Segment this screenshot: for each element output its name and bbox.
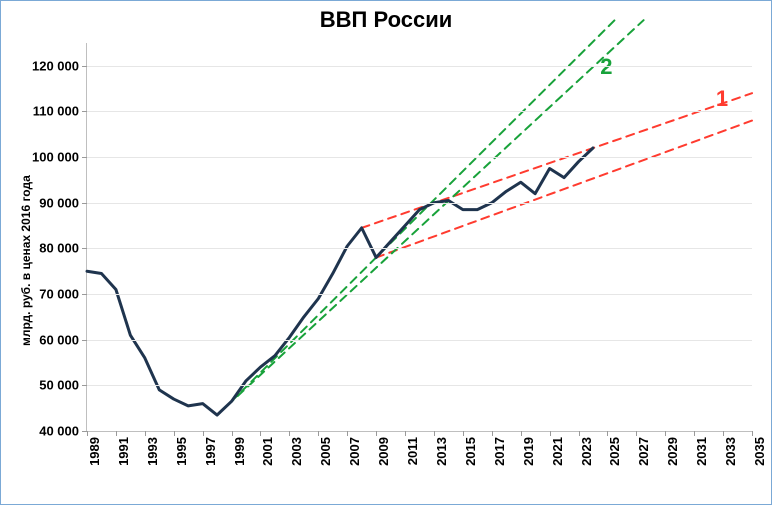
gridline-h: [87, 294, 752, 295]
xtick-label: 2001: [260, 437, 275, 466]
xtick-label: 2023: [579, 437, 594, 466]
ytick-mark: [82, 203, 87, 204]
xtick-mark: [607, 431, 608, 436]
trend-2-lower: [217, 20, 643, 415]
ytick-mark: [82, 66, 87, 67]
chart-title: ВВП России: [1, 7, 771, 33]
gridline-h: [87, 66, 752, 67]
xtick-label: 2019: [521, 437, 536, 466]
gridline-h: [87, 111, 752, 112]
xtick-mark: [260, 431, 261, 436]
chart-svg: [87, 43, 752, 431]
ytick-mark: [82, 294, 87, 295]
xtick-label: 1991: [116, 437, 131, 466]
xtick-mark: [521, 431, 522, 436]
xtick-label: 2009: [376, 437, 391, 466]
xtick-label: 1989: [87, 437, 102, 466]
trend-2-label: 2: [600, 54, 612, 80]
ytick-mark: [82, 111, 87, 112]
gridline-h: [87, 203, 752, 204]
xtick-mark: [289, 431, 290, 436]
xtick-mark: [492, 431, 493, 436]
xtick-mark: [694, 431, 695, 436]
xtick-mark: [347, 431, 348, 436]
xtick-mark: [550, 431, 551, 436]
xtick-label: 2013: [434, 437, 449, 466]
xtick-label: 1999: [232, 437, 247, 466]
xtick-mark: [203, 431, 204, 436]
xtick-label: 2011: [405, 437, 420, 465]
xtick-mark: [116, 431, 117, 436]
xtick-label: 2031: [694, 437, 709, 466]
xtick-mark: [318, 431, 319, 436]
xtick-mark: [579, 431, 580, 436]
xtick-mark: [87, 431, 88, 436]
xtick-label: 2015: [463, 437, 478, 466]
xtick-label: 2017: [492, 437, 507, 466]
plot-area: 1 2 40 00050 00060 00070 00080 00090 000…: [86, 43, 752, 432]
ytick-label: 60 000: [39, 332, 79, 347]
xtick-mark: [232, 431, 233, 436]
trend-2-upper: [232, 20, 615, 401]
main-series: [87, 148, 593, 415]
trend-1-lower: [376, 121, 752, 258]
xtick-label: 2035: [752, 437, 767, 466]
ytick-label: 50 000: [39, 378, 79, 393]
ytick-label: 80 000: [39, 241, 79, 256]
xtick-label: 2029: [665, 437, 680, 466]
xtick-mark: [405, 431, 406, 436]
trend-1-label: 1: [716, 86, 728, 112]
xtick-mark: [665, 431, 666, 436]
ytick-label: 70 000: [39, 287, 79, 302]
xtick-label: 2027: [636, 437, 651, 466]
xtick-mark: [174, 431, 175, 436]
xtick-mark: [145, 431, 146, 436]
ytick-label: 120 000: [32, 58, 79, 73]
xtick-mark: [463, 431, 464, 436]
gridline-h: [87, 248, 752, 249]
chart-frame: { "chart": { "type": "line", "title": "В…: [0, 0, 772, 505]
ytick-label: 90 000: [39, 195, 79, 210]
xtick-label: 2025: [607, 437, 622, 466]
xtick-label: 2007: [347, 437, 362, 466]
xtick-mark: [636, 431, 637, 436]
ytick-mark: [82, 248, 87, 249]
ytick-label: 40 000: [39, 424, 79, 439]
xtick-label: 1995: [174, 437, 189, 466]
ytick-label: 100 000: [32, 150, 79, 165]
ytick-mark: [82, 340, 87, 341]
xtick-label: 2033: [723, 437, 738, 466]
gridline-h: [87, 157, 752, 158]
xtick-label: 2005: [318, 437, 333, 466]
gridline-h: [87, 385, 752, 386]
y-axis-label: млрд. руб. в ценах 2016 года: [19, 175, 33, 346]
gridline-h: [87, 340, 752, 341]
xtick-label: 1997: [203, 437, 218, 466]
xtick-label: 2021: [550, 437, 565, 466]
xtick-label: 1993: [145, 437, 160, 466]
ytick-mark: [82, 385, 87, 386]
ytick-label: 110 000: [33, 104, 79, 119]
xtick-label: 2003: [289, 437, 304, 466]
xtick-mark: [723, 431, 724, 436]
ytick-mark: [82, 157, 87, 158]
xtick-mark: [434, 431, 435, 436]
xtick-mark: [376, 431, 377, 436]
xtick-mark: [752, 431, 753, 436]
